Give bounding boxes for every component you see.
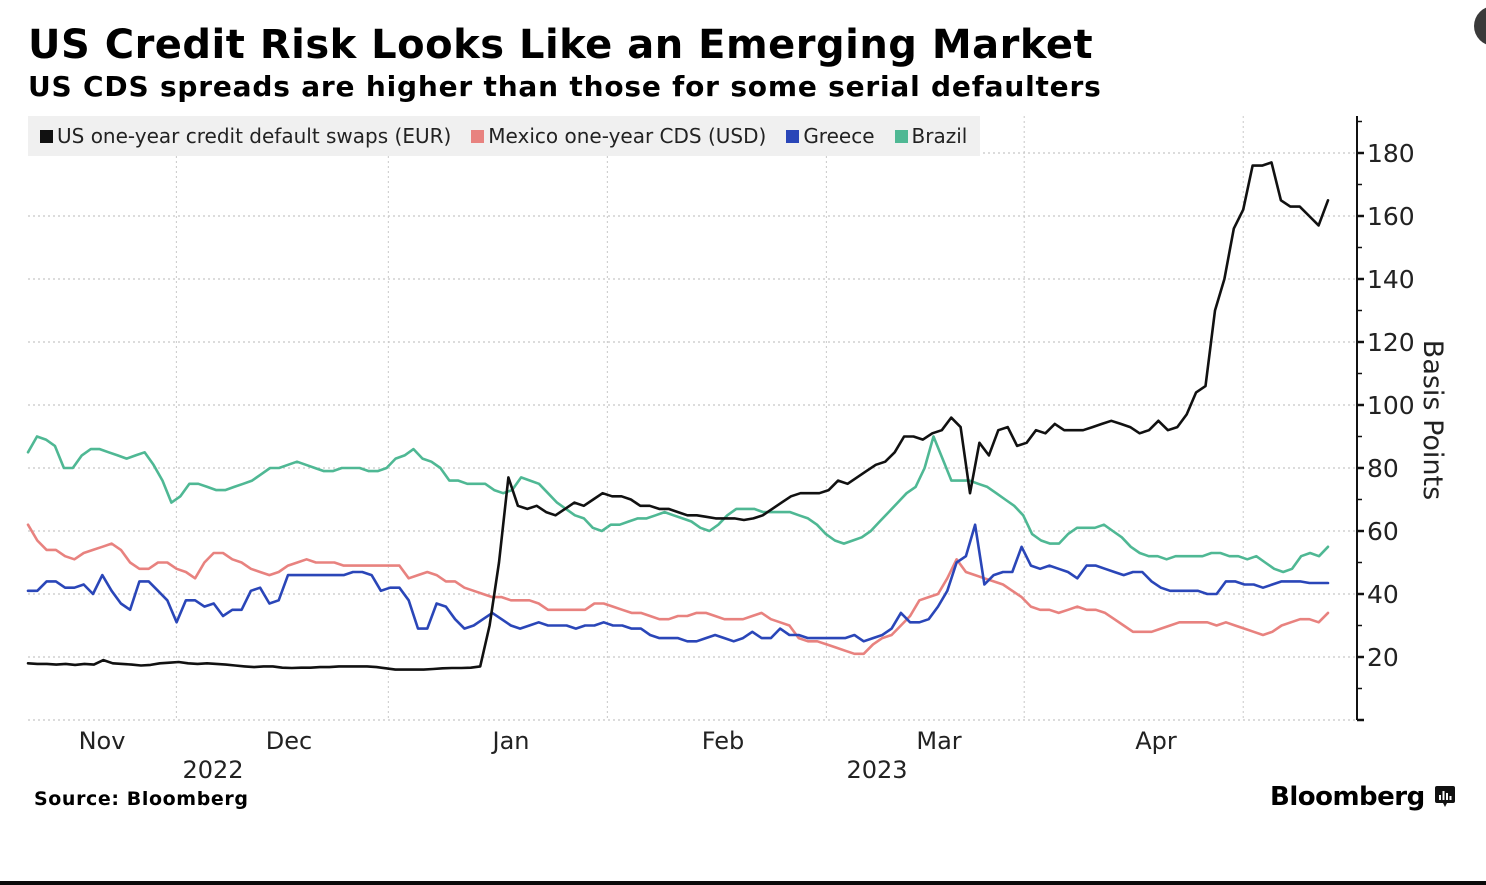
series-line-greece [26,523,1330,643]
brand-name: Bloomberg [1270,782,1425,812]
x-tick-label: Nov [79,727,126,755]
x-tick-label: Mar [916,727,961,755]
legend-item-brazil: Brazil [894,124,968,148]
chart-subtitle: US CDS spreads are higher than those for… [28,70,1102,103]
y-tick-label: 180 [1367,139,1415,168]
y-tick-label: 20 [1367,643,1399,672]
x-tick-label: Jan [491,727,530,755]
legend: US one-year credit default swaps (EUR) M… [28,116,980,156]
x-axis: Nov Dec Jan Feb Mar Apr 2022 2023 [79,727,1177,784]
series-line-brazil [26,435,1330,574]
brand-logo: Bloomberg [1270,782,1455,812]
legend-label-mexico: Mexico one-year CDS (USD) [488,124,767,148]
y-tick-label: 140 [1367,265,1415,294]
y-axis-label: Basis Points [1417,340,1448,500]
legend-label-brazil: Brazil [911,124,968,148]
y-tick-label: 40 [1367,580,1399,609]
y-tick-label: 100 [1367,391,1415,420]
x-tick-label: Feb [702,727,745,755]
source-note: Source: Bloomberg [34,788,249,810]
y-axis: 20 40 60 80 100 120 140 160 180 Basis Points [1356,116,1448,722]
legend-swatch-us [40,129,53,143]
legend-item-mexico: Mexico one-year CDS (USD) [471,124,766,148]
legend-label-greece: Greece [803,124,875,148]
legend-item-us: US one-year credit default swaps (EUR) [40,124,451,148]
x-tick-label: Apr [1135,727,1177,755]
legend-swatch-greece [786,129,800,143]
x-tick-label: Dec [266,727,312,755]
y-tick-label: 160 [1367,202,1415,231]
x-year-label: 2022 [182,756,243,784]
legend-label-us: US one-year credit default swaps (EUR) [57,124,452,148]
legend-swatch-mexico [471,129,485,143]
series-lines [26,161,1330,671]
bloomberg-chart-icon [1434,786,1455,807]
chart-title: US Credit Risk Looks Like an Emerging Ma… [28,22,1094,68]
series-line-mexico [26,523,1330,656]
legend-item-greece: Greece [786,124,875,148]
series-line-us [26,161,1330,671]
bottom-bar [0,881,1486,885]
y-tick-label: 60 [1367,517,1399,546]
legend-swatch-brazil [894,129,908,143]
y-tick-label: 80 [1367,454,1399,483]
corner-badge-icon[interactable] [1474,6,1486,46]
x-year-label: 2023 [846,756,907,784]
y-tick-label: 120 [1367,328,1415,357]
